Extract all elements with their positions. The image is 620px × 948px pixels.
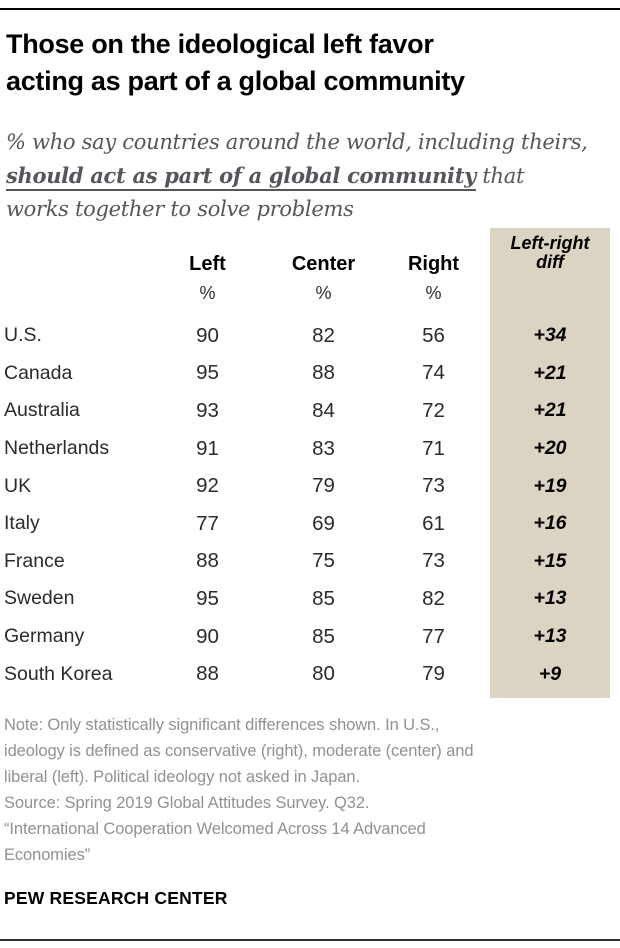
country-cell: Germany bbox=[4, 625, 85, 648]
column-header-country bbox=[0, 228, 145, 281]
subtitle-line-1: % who say countries around the world, in… bbox=[6, 130, 588, 154]
right-value-cell: 61 bbox=[422, 511, 445, 535]
center-value-cell: 80 bbox=[312, 662, 335, 686]
subtitle: % who say countries around the world, in… bbox=[6, 126, 618, 226]
diff-header-line-1: Left-right bbox=[510, 233, 590, 253]
report-title-line: “International Cooperation Welcomed Acro… bbox=[4, 820, 426, 838]
left-value-cell: 88 bbox=[196, 549, 219, 573]
diff-column-spacer-cell bbox=[490, 692, 610, 698]
right-value-cell: 73 bbox=[422, 549, 445, 573]
right-value-cell: 56 bbox=[422, 323, 445, 347]
right-value-cell: 77 bbox=[422, 624, 445, 648]
right-value-cell: 72 bbox=[422, 398, 445, 422]
table-row: Canada 95 88 74 +21 bbox=[0, 354, 610, 393]
percent-cell-left: % bbox=[199, 283, 216, 303]
table-header-row: Left Center Right Left-right diff bbox=[0, 228, 610, 281]
title-line-2: acting as part of a global community bbox=[6, 66, 465, 96]
center-value-cell: 82 bbox=[312, 323, 335, 347]
percent-cell-diff bbox=[490, 281, 610, 317]
country-cell: Italy bbox=[4, 512, 40, 535]
country-cell: UK bbox=[4, 474, 32, 497]
subtitle-emphasis: should act as part of a global community bbox=[6, 163, 476, 191]
country-cell: Canada bbox=[4, 361, 73, 384]
table-row: U.S. 90 82 56 +34 bbox=[0, 317, 610, 355]
country-cell: Australia bbox=[4, 399, 80, 422]
left-value-cell: 88 bbox=[196, 662, 219, 686]
right-value-cell: 73 bbox=[422, 474, 445, 498]
percent-cell-country bbox=[0, 281, 145, 317]
left-value-cell: 77 bbox=[196, 511, 219, 535]
note-line: ideology is defined as conservative (rig… bbox=[4, 742, 474, 760]
left-value-cell: 91 bbox=[196, 436, 219, 460]
column-header-center: Center bbox=[291, 253, 356, 275]
subtitle-line-3: works together to solve problems bbox=[6, 197, 354, 221]
column-header-left: Left bbox=[189, 253, 226, 275]
table-row: Italy 77 69 61 +16 bbox=[0, 504, 610, 543]
center-value-cell: 75 bbox=[312, 549, 335, 573]
table-row: France 88 75 73 +15 bbox=[0, 542, 610, 581]
center-value-cell: 79 bbox=[312, 474, 335, 498]
center-value-cell: 88 bbox=[312, 361, 335, 385]
table-row: Sweden 95 85 82 +13 bbox=[0, 580, 610, 618]
notes: Note: Only statistically significant dif… bbox=[4, 712, 616, 868]
diff-value-cell: +9 bbox=[490, 655, 610, 693]
right-value-cell: 74 bbox=[422, 361, 445, 385]
note-line: liberal (left). Political ideology not a… bbox=[4, 768, 360, 786]
country-cell: Sweden bbox=[4, 587, 75, 610]
left-value-cell: 93 bbox=[196, 398, 219, 422]
center-value-cell: 84 bbox=[312, 398, 335, 422]
right-value-cell: 79 bbox=[422, 662, 445, 686]
table-row: Germany 90 85 77 +13 bbox=[0, 617, 610, 656]
column-header-diff: Left-right diff bbox=[490, 228, 610, 281]
center-value-cell: 69 bbox=[312, 511, 335, 535]
percent-cell-center: % bbox=[315, 283, 332, 303]
left-value-cell: 95 bbox=[196, 361, 219, 385]
diff-value-cell: +34 bbox=[490, 317, 610, 355]
diff-column-footer-spacer bbox=[0, 692, 610, 698]
percent-row: % % % bbox=[0, 281, 610, 317]
source-line: Source: Spring 2019 Global Attitudes Sur… bbox=[4, 794, 370, 812]
center-value-cell: 85 bbox=[312, 586, 335, 610]
diff-value-cell: +13 bbox=[490, 580, 610, 618]
title-line-1: Those on the ideological left favor bbox=[6, 29, 434, 59]
data-table: Left Center Right Left-right diff % % % … bbox=[0, 228, 610, 698]
table-row: UK 92 79 73 +19 bbox=[0, 467, 610, 505]
country-cell: Netherlands bbox=[4, 437, 110, 460]
report-title-line: Economies” bbox=[4, 846, 91, 864]
diff-value-cell: +21 bbox=[490, 392, 610, 430]
diff-value-cell: +16 bbox=[490, 504, 610, 543]
footer-brand: PEW RESEARCH CENTER bbox=[4, 888, 228, 908]
diff-value-cell: +19 bbox=[490, 467, 610, 505]
country-cell: South Korea bbox=[4, 662, 113, 685]
diff-header-line-2: diff bbox=[536, 252, 564, 272]
left-value-cell: 90 bbox=[196, 323, 219, 347]
page-title: Those on the ideological left favor acti… bbox=[6, 26, 614, 100]
left-value-cell: 90 bbox=[196, 624, 219, 648]
right-value-cell: 82 bbox=[422, 586, 445, 610]
table-row: Australia 93 84 72 +21 bbox=[0, 392, 610, 430]
country-cell: U.S. bbox=[4, 324, 42, 347]
right-value-cell: 71 bbox=[422, 436, 445, 460]
diff-value-cell: +21 bbox=[490, 354, 610, 393]
note-line: Note: Only statistically significant dif… bbox=[4, 716, 440, 734]
left-value-cell: 95 bbox=[196, 586, 219, 610]
diff-value-cell: +13 bbox=[490, 617, 610, 656]
table-body: U.S. 90 82 56 +34 Canada 95 88 74 +21 Australia 93 8… bbox=[0, 317, 610, 693]
bottom-rule bbox=[0, 939, 620, 941]
left-value-cell: 92 bbox=[196, 474, 219, 498]
center-value-cell: 85 bbox=[312, 624, 335, 648]
percent-cell-right: % bbox=[425, 283, 442, 303]
center-value-cell: 83 bbox=[312, 436, 335, 460]
diff-value-cell: +15 bbox=[490, 542, 610, 581]
country-cell: France bbox=[4, 549, 65, 572]
diff-value-cell: +20 bbox=[490, 429, 610, 468]
table-row: Netherlands 91 83 71 +20 bbox=[0, 429, 610, 468]
column-header-right: Right bbox=[407, 253, 460, 275]
table-row: South Korea 88 80 79 +9 bbox=[0, 655, 610, 693]
subtitle-line-2-rest: that bbox=[476, 164, 525, 188]
top-rule bbox=[0, 8, 620, 10]
